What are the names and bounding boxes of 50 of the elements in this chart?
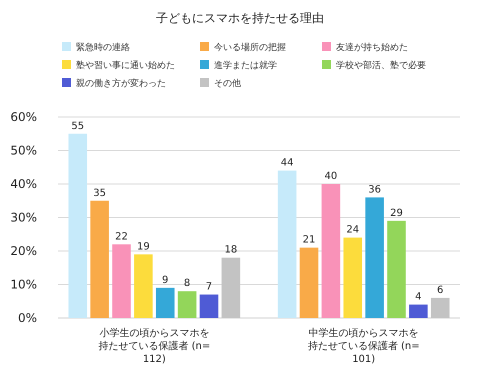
legend-label: その他	[214, 78, 241, 89]
data-label: 21	[302, 234, 316, 246]
bar	[430, 298, 450, 318]
legend-label: 友達が持ち始めた	[336, 42, 408, 53]
legend-label: 親の働き方が変わった	[76, 78, 166, 89]
data-label: 7	[206, 282, 212, 293]
data-label: 35	[93, 188, 106, 199]
data-label: 24	[346, 224, 360, 236]
y-tick-label: 60%	[10, 110, 37, 124]
data-label: 29	[390, 208, 403, 219]
y-tick-label: 40%	[10, 176, 37, 191]
bar	[200, 294, 218, 318]
y-tick-label: 50%	[10, 143, 37, 158]
data-label: 40	[324, 171, 338, 182]
legend-label: 緊急時の連絡	[76, 42, 130, 53]
y-tick-label: 10%	[10, 277, 37, 292]
bar	[112, 244, 131, 318]
x-tick-label: 小学生の頃からスマホを持たせている保護者 (n=112)	[98, 327, 210, 365]
bar	[343, 238, 362, 318]
bar	[387, 220, 406, 318]
bar	[178, 291, 196, 318]
bar	[90, 200, 109, 318]
chart-title: 子どもにスマホを持たせる理由	[156, 11, 324, 25]
y-tick-label: 30%	[10, 210, 37, 224]
bar	[222, 258, 240, 318]
data-label: 9	[162, 274, 168, 286]
data-label: 18	[224, 244, 238, 256]
legend-label: 塾や習い事に通い始めた	[76, 60, 175, 71]
bar	[156, 288, 175, 318]
bar	[134, 254, 153, 318]
bar	[68, 134, 88, 318]
y-tick-label: 20%	[10, 244, 37, 258]
bar	[300, 248, 318, 318]
data-label: 55	[71, 120, 84, 132]
data-label: 6	[437, 284, 444, 296]
bar	[322, 184, 340, 318]
bar	[365, 197, 384, 318]
y-tick-label: 0%	[18, 310, 37, 325]
data-label: 8	[184, 278, 190, 290]
data-label: 36	[368, 184, 381, 196]
legend-label: 今いる場所の把握	[214, 42, 286, 53]
bar	[278, 170, 296, 318]
legend-label: 進学または就学	[214, 60, 277, 71]
data-label: 44	[280, 158, 294, 169]
data-label: 19	[137, 241, 150, 252]
legend-label: 学校や部活、塾で必要	[336, 60, 426, 71]
data-label: 4	[415, 292, 422, 303]
bar	[409, 304, 428, 318]
x-tick-label: 中学生の頃からスマホを持たせている保護者 (n=101)	[308, 327, 420, 365]
data-label: 22	[115, 231, 128, 242]
